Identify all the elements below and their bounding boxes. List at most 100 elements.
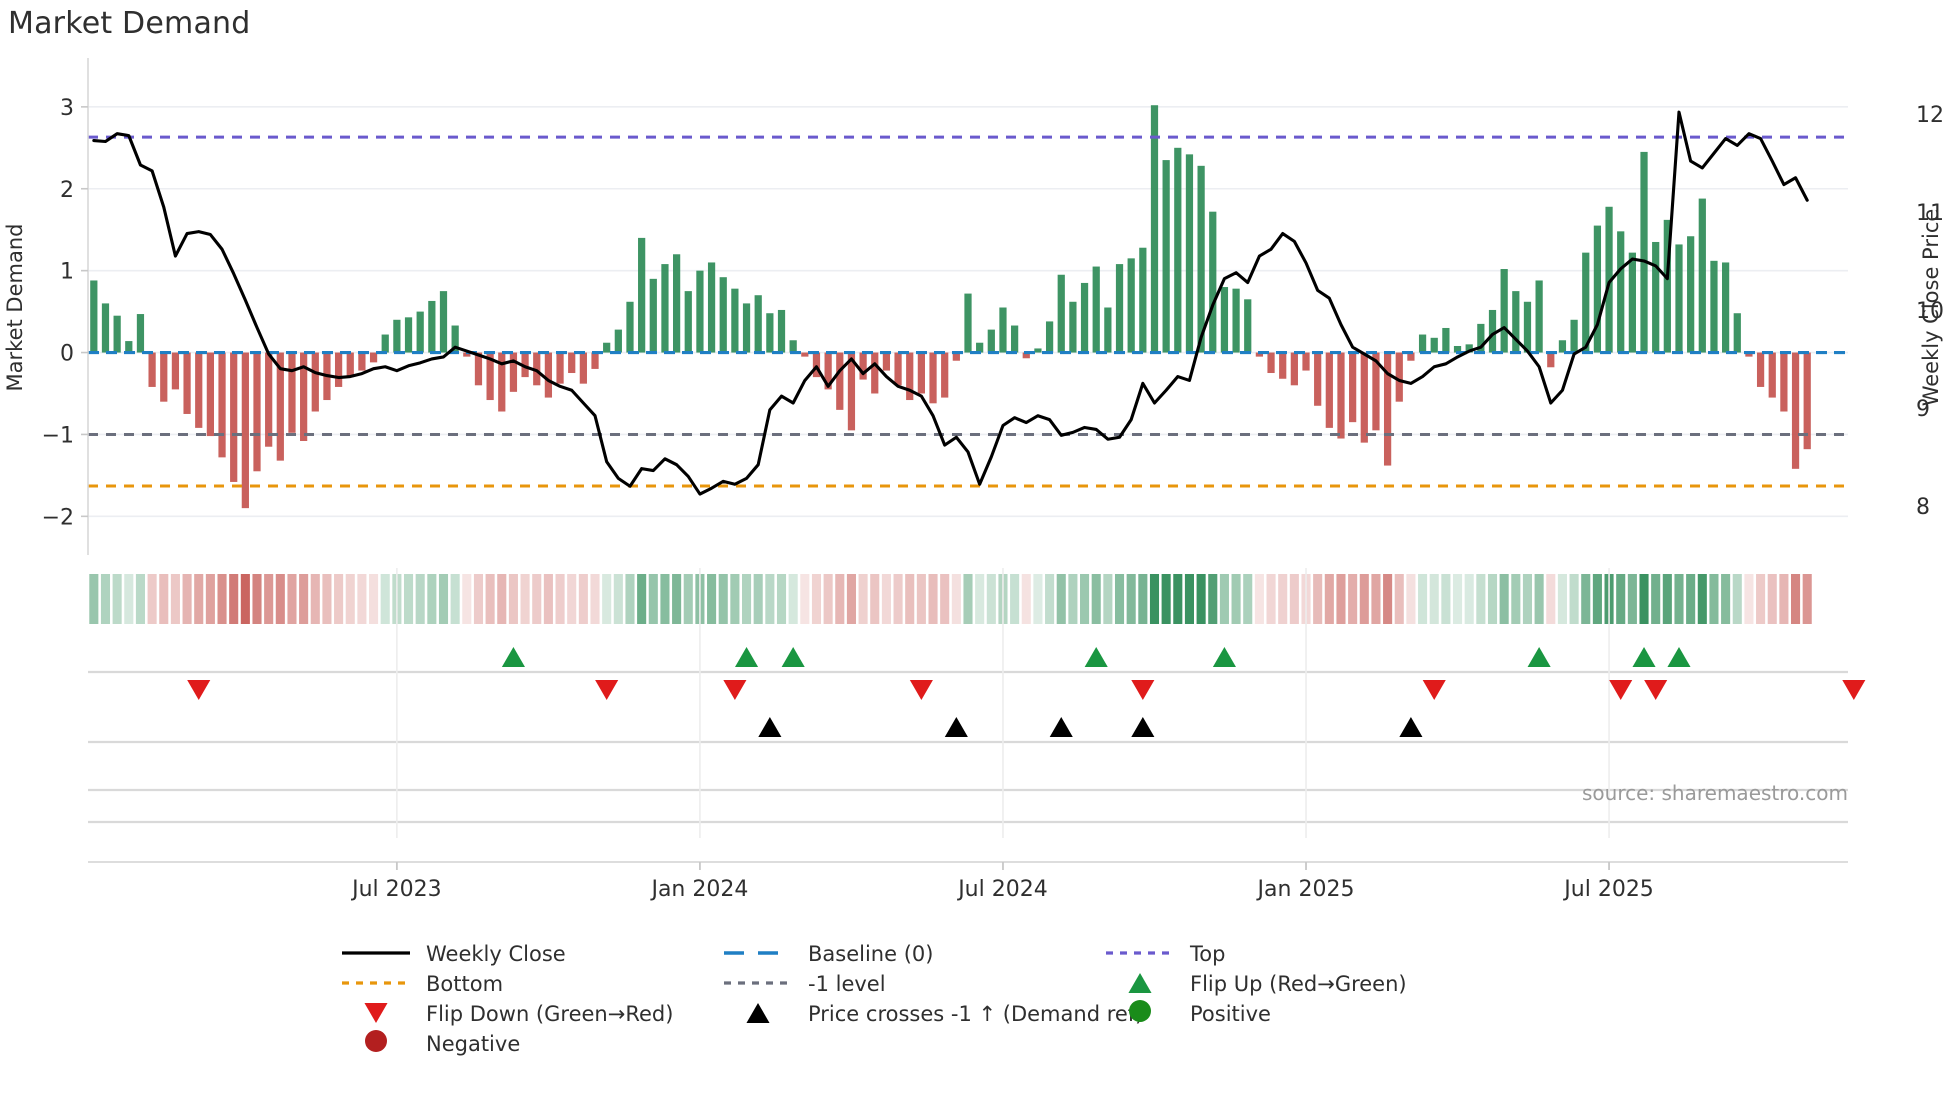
demand-bar [393, 319, 401, 353]
demand-bar [1045, 321, 1054, 353]
demand-bar [1687, 236, 1695, 353]
demand-bar [1500, 269, 1508, 353]
legend-label: Price crosses -1 ↑ (Demand ref) [808, 1002, 1143, 1026]
legend-item[interactable]: Price crosses -1 ↑ (Demand ref) [746, 1002, 1143, 1026]
left-tick-label: 0 [60, 342, 74, 367]
heatmap-cell [625, 574, 635, 624]
heatmap-cell [602, 574, 612, 624]
demand-heatmap-strip [89, 574, 1812, 624]
legend-item[interactable]: Weekly Close [342, 942, 566, 966]
heatmap-cell [730, 574, 740, 624]
legend-item[interactable]: Flip Down (Green→Red) [364, 1002, 673, 1026]
heatmap-cell [415, 574, 425, 624]
heatmap-cell [975, 574, 985, 624]
demand-bar [544, 352, 553, 398]
x-tick-label: Jan 2025 [1256, 877, 1355, 902]
heatmap-cell [427, 574, 437, 624]
heatmap-cell [1080, 574, 1090, 624]
demand-bar [1279, 352, 1287, 379]
heatmap-cell [963, 574, 973, 624]
heatmap-cell [1161, 574, 1171, 624]
x-tick-label: Jul 2023 [350, 877, 442, 902]
demand-bar [1640, 151, 1648, 353]
flip-up-marker [1212, 647, 1236, 668]
heatmap-cell [1324, 574, 1334, 624]
demand-bar [1034, 348, 1042, 353]
flip-down-marker [187, 679, 211, 700]
heatmap-cell [205, 574, 215, 624]
demand-bar [509, 352, 518, 392]
heatmap-cell [1721, 574, 1731, 624]
heatmap-cell [672, 574, 682, 624]
heatmap-cell [438, 574, 449, 624]
demand-bar [1150, 105, 1159, 353]
flip-down-marker [1131, 679, 1155, 700]
demand-bar [428, 300, 436, 353]
heatmap-cell [986, 574, 996, 624]
demand-bar [1523, 301, 1532, 353]
page-title: Market Demand [8, 6, 251, 41]
legend-item[interactable]: Negative [365, 1030, 520, 1056]
demand-bar [591, 352, 599, 369]
heatmap-cell [1336, 574, 1346, 624]
heatmap-cell [800, 574, 810, 624]
demand-bar [1675, 244, 1683, 353]
legend-marker-triangle-up [746, 1003, 770, 1024]
demand-bar [1267, 352, 1275, 374]
heatmap-cell [1511, 574, 1521, 624]
heatmap-cell [870, 574, 880, 624]
right-axis-title: Weekly Close Price [1919, 209, 1943, 407]
heatmap-cell [1581, 574, 1591, 624]
heatmap-cell [881, 574, 891, 624]
demand-bar [638, 237, 646, 353]
legend-item[interactable]: Positive [1129, 1000, 1271, 1026]
reference-lines [88, 135, 1848, 488]
heatmap-cell [788, 574, 798, 624]
demand-bar [626, 301, 634, 353]
heatmap-cell [287, 574, 297, 624]
demand-bar [474, 352, 483, 386]
demand-bar [1395, 352, 1403, 402]
legend-label: Top [1189, 942, 1225, 966]
heatmap-cell [1487, 574, 1498, 624]
heatmap-cell [776, 574, 787, 624]
heatmap-cell [1616, 574, 1626, 624]
heatmap-cell [1744, 574, 1754, 624]
heatmap-cell [1546, 574, 1556, 624]
heatmap-cell [1021, 574, 1031, 624]
heatmap-cell [1557, 574, 1567, 624]
heatmap-cell [508, 574, 518, 624]
demand-bar [871, 352, 879, 394]
flip-up-marker [1084, 647, 1108, 668]
heatmap-cell [1068, 574, 1078, 624]
demand-bar [288, 352, 296, 433]
demand-bar [964, 293, 972, 353]
heatmap-cell [299, 574, 309, 624]
legend-item[interactable]: Baseline (0) [724, 942, 933, 966]
legend-item[interactable]: Top [1106, 942, 1225, 966]
heatmap-cell [718, 574, 728, 624]
demand-bar [661, 264, 669, 353]
legend-item[interactable]: Flip Up (Red→Green) [1128, 972, 1407, 996]
heatmap-cell [135, 574, 145, 624]
left-axis-title: Market Demand [3, 224, 27, 392]
heatmap-cell [578, 574, 588, 624]
heatmap-cell [811, 574, 822, 624]
heatmap-cell [1091, 574, 1101, 624]
demand-bar [719, 277, 727, 353]
demand-bar [1092, 266, 1100, 353]
heatmap-cell [450, 574, 460, 624]
heatmap-cell [473, 574, 484, 624]
demand-bar [824, 352, 832, 390]
heatmap-cell [1289, 574, 1299, 624]
legend-item[interactable]: Bottom [342, 972, 503, 996]
heatmap-cell [1149, 574, 1160, 624]
demand-bar [125, 341, 133, 353]
demand-bar [1057, 274, 1065, 353]
heatmap-cell [170, 574, 180, 624]
legend-item[interactable]: -1 level [724, 972, 886, 996]
heatmap-cell [275, 574, 285, 624]
heatmap-cell [1359, 574, 1369, 624]
demand-bar [917, 352, 925, 394]
heatmap-cell [765, 574, 775, 624]
